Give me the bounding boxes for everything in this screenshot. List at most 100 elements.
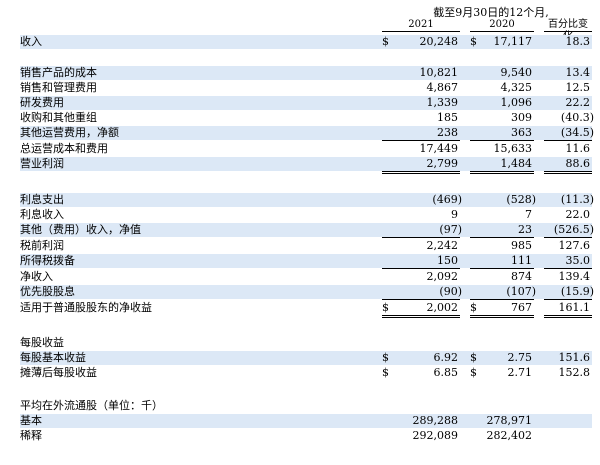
statement-row: 稀释 292,089 282,402	[20, 429, 592, 443]
row-label: 利息支出	[20, 193, 64, 206]
value-2021: 2,242	[426, 239, 459, 252]
value-2020-cell	[470, 399, 534, 413]
pct-change-cell: 12.5	[544, 81, 592, 95]
value-2020: 9,540	[500, 66, 533, 79]
value-2021: 238	[437, 126, 458, 139]
value-2020: 1,096	[500, 96, 533, 109]
value-2020-cell: 363	[470, 126, 534, 141]
statement-row: 所得税拨备 150 111 35.0	[20, 254, 592, 269]
row-label: 营业利润	[20, 157, 64, 170]
value-2020-cell: 23	[470, 223, 534, 238]
value-2021: 6.85	[433, 366, 459, 379]
value-2021-cell: (97)	[382, 223, 462, 238]
pct-change-cell: 127.6	[544, 239, 592, 253]
currency-symbol: $	[382, 35, 389, 48]
statement-row: 基本 289,288 278,971	[20, 414, 592, 428]
row-label: 稀释	[20, 429, 42, 442]
pct-change: 22.2	[565, 96, 591, 109]
pct-change: 152.8	[558, 366, 591, 379]
pct-change-cell: (40.3)	[544, 111, 594, 125]
value-2020-cell: (528)	[470, 193, 536, 207]
value-2020-cell: 985	[470, 239, 534, 253]
value-2020: 1,484	[500, 157, 533, 170]
row-label: 总运营成本和费用	[20, 142, 108, 155]
value-2021-cell: 2,242	[382, 239, 460, 253]
value-2020: 111	[511, 254, 532, 267]
pct-change: (526.5)	[553, 223, 594, 236]
value-2021: 2,002	[426, 301, 459, 314]
pct-change-cell: 151.6	[544, 351, 592, 365]
pct-change: 22.0	[565, 208, 591, 221]
pct-change-cell	[544, 399, 592, 413]
pct-change: (34.5)	[560, 126, 594, 139]
row-label: 销售和管理费用	[20, 81, 97, 94]
value-2021: 10,821	[419, 66, 459, 79]
pct-change-cell	[544, 429, 592, 443]
value-2020: 4,325	[500, 81, 533, 94]
row-label: 每股基本收益	[20, 351, 86, 364]
row-label: 其他（费用）收入，净值	[20, 223, 141, 236]
value-2020: 15,633	[493, 142, 533, 155]
row-label: 平均在外流通股（单位：千）	[20, 399, 163, 412]
statement-row: 销售和管理费用 4,867 4,325 12.5	[20, 81, 592, 95]
value-2020-cell: 309	[470, 111, 534, 125]
statement-row: 摊薄后每股收益 $6.85 $2.71 152.8	[20, 366, 592, 380]
pct-change-cell: 35.0	[544, 254, 592, 269]
value-2021: 289,288	[412, 414, 459, 427]
value-2021-cell: 185	[382, 111, 460, 125]
value-2020-cell	[470, 336, 534, 350]
pct-change-cell: 161.1	[544, 301, 592, 318]
value-2021-cell: 238	[382, 126, 460, 141]
row-label: 其他运营费用，净额	[20, 126, 119, 139]
pct-change: 88.6	[565, 157, 591, 170]
column-header-pct-change: 百分比变化	[544, 19, 592, 42]
pct-change-cell: 13.4	[544, 66, 592, 80]
statement-row: 其他运营费用，净额 238 363 (34.5)	[20, 126, 594, 141]
column-header-2020: 2020	[470, 19, 534, 32]
statement-row: 每股收益	[20, 336, 592, 350]
row-label: 每股收益	[20, 336, 64, 349]
pct-change-cell: (34.5)	[544, 126, 594, 141]
value-2020-cell: 7	[470, 208, 534, 222]
row-label: 税前利润	[20, 239, 64, 252]
pct-change-cell: 139.4	[544, 270, 592, 284]
value-2020-cell: 15,633	[470, 142, 534, 156]
pct-change: 18.3	[565, 35, 591, 48]
row-label: 摊薄后每股收益	[20, 366, 97, 379]
value-2021: 9	[451, 208, 458, 221]
value-2021: 292,089	[412, 429, 459, 442]
row-label: 优先股股息	[20, 285, 75, 298]
value-2021: (469)	[432, 193, 462, 206]
value-2021: 17,449	[419, 142, 459, 155]
statement-row: 利息收入 9 7 22.0	[20, 208, 592, 222]
statement-row: 净收入 2,092 874 139.4	[20, 270, 592, 284]
row-label: 销售产品的成本	[20, 66, 97, 79]
statement-row: 优先股股息 (90) (107) (15.9)	[20, 285, 594, 300]
statement-row: 总运营成本和费用 17,449 15,633 11.6	[20, 142, 592, 156]
value-2021: (97)	[439, 223, 462, 236]
value-2021-cell: 10,821	[382, 66, 460, 80]
value-2020: 2.75	[507, 351, 533, 364]
value-2021-cell: 292,089	[382, 429, 460, 443]
statement-row: 利息支出 (469) (528) (11.3)	[20, 193, 594, 207]
currency-symbol: $	[382, 366, 389, 379]
currency-symbol: $	[470, 366, 477, 379]
pct-change-cell	[544, 336, 592, 350]
value-2020-cell: (107)	[470, 285, 536, 300]
pct-change: (40.3)	[560, 111, 594, 124]
value-2021-cell: 2,092	[382, 270, 460, 284]
pct-change-cell: 22.0	[544, 208, 592, 222]
pct-change: 35.0	[565, 254, 591, 267]
value-2021: 2,092	[426, 270, 459, 283]
value-2021-cell: $6.92	[382, 351, 460, 365]
row-label: 所得税拨备	[20, 254, 75, 267]
value-2021-cell: 1,339	[382, 96, 460, 110]
value-2021-cell: 4,867	[382, 81, 460, 95]
value-2020: 278,971	[486, 414, 533, 427]
value-2021: 1,339	[426, 96, 459, 109]
pct-change-cell: 152.8	[544, 366, 592, 380]
value-2020: 767	[511, 301, 532, 314]
pct-change: 139.4	[558, 270, 591, 283]
pct-change: (11.3)	[560, 193, 594, 206]
value-2020-cell: $17,117	[470, 35, 534, 49]
